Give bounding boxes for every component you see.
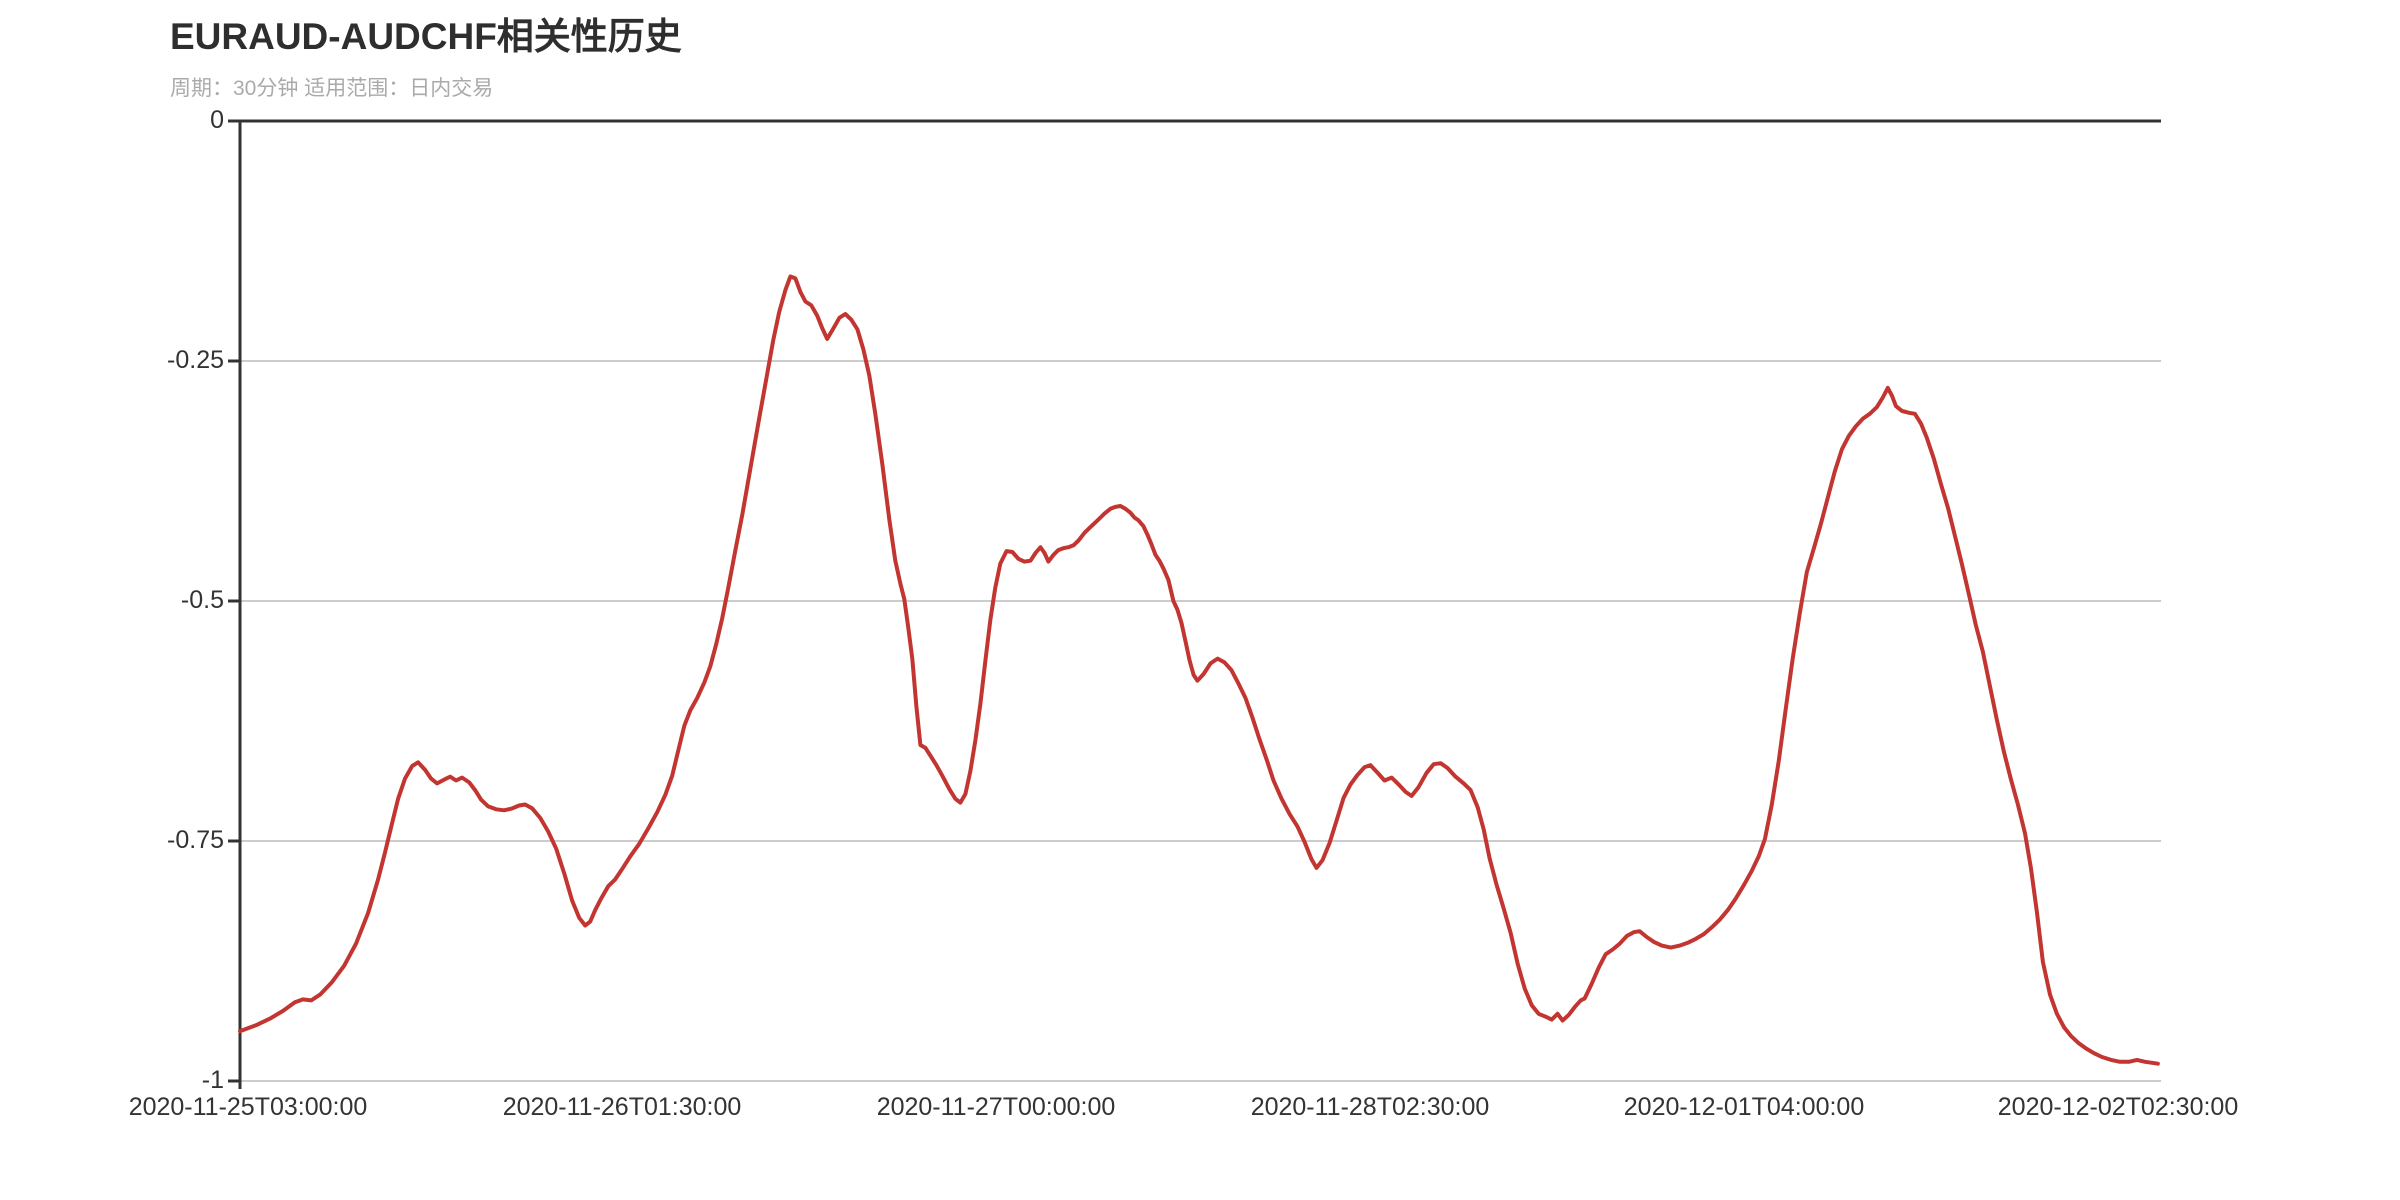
x-tick-label: 2020-11-28T02:30:00 — [1250, 1093, 1490, 1121]
x-tick-label: 2020-12-02T02:30:00 — [1997, 1093, 2239, 1121]
y-tick-label: -0.5 — [180, 586, 224, 614]
chart-subtitle: 周期：30分钟 适用范围：日内交易 — [170, 77, 494, 100]
x-tick-label: 2020-11-25T03:00:00 — [128, 1093, 368, 1121]
x-tick-label: 2020-11-26T01:30:00 — [502, 1093, 742, 1121]
y-tick-label: -1 — [201, 1066, 224, 1094]
y-tick-label: -0.25 — [167, 346, 224, 374]
correlation-series-line[interactable] — [238, 274, 2160, 1066]
chart-title: EURAUD-AUDCHF相关性历史 — [170, 16, 682, 57]
y-tick-label: 0 — [210, 106, 224, 134]
x-tick-label: 2020-11-27T00:00:00 — [876, 1093, 1116, 1121]
x-tick-label: 2020-12-01T04:00:00 — [1623, 1093, 1865, 1121]
y-tick-label: -0.75 — [167, 826, 224, 854]
